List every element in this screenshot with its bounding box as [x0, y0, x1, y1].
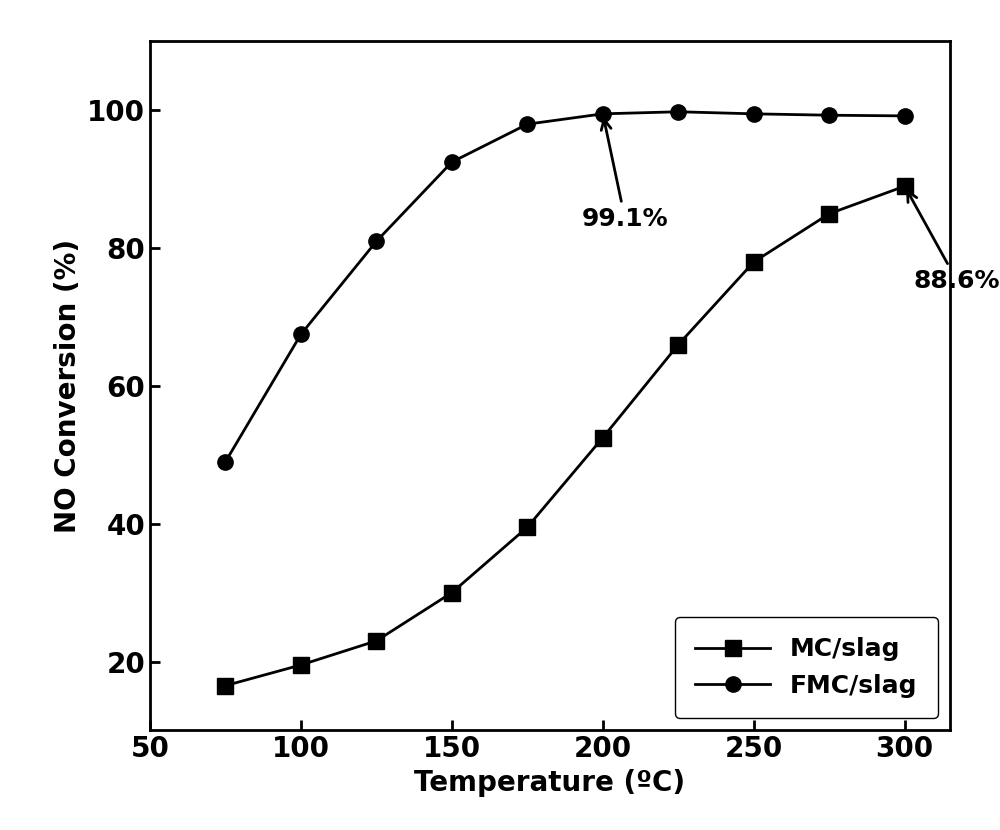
MC/slag [823, 208, 835, 218]
FMC/slag [597, 109, 609, 119]
Line: FMC/slag: FMC/slag [218, 104, 912, 470]
MC/slag [446, 588, 458, 598]
MC/slag [521, 522, 533, 532]
Line: MC/slag: MC/slag [218, 178, 912, 693]
FMC/slag [370, 237, 382, 247]
MC/slag [370, 636, 382, 646]
FMC/slag [295, 330, 307, 339]
FMC/slag [899, 111, 911, 121]
Legend: MC/slag, FMC/slag: MC/slag, FMC/slag [675, 618, 938, 718]
MC/slag [219, 681, 231, 691]
X-axis label: Temperature (ºC): Temperature (ºC) [414, 769, 686, 797]
FMC/slag [219, 457, 231, 466]
MC/slag [295, 660, 307, 670]
MC/slag [748, 257, 760, 267]
FMC/slag [748, 109, 760, 119]
Y-axis label: NO Conversion (%): NO Conversion (%) [54, 239, 82, 533]
MC/slag [899, 181, 911, 191]
MC/slag [672, 339, 684, 349]
FMC/slag [521, 120, 533, 129]
FMC/slag [446, 157, 458, 167]
Text: 99.1%: 99.1% [582, 120, 668, 231]
MC/slag [597, 432, 609, 442]
FMC/slag [672, 107, 684, 117]
FMC/slag [823, 110, 835, 120]
Text: 88.6%: 88.6% [908, 192, 1000, 293]
